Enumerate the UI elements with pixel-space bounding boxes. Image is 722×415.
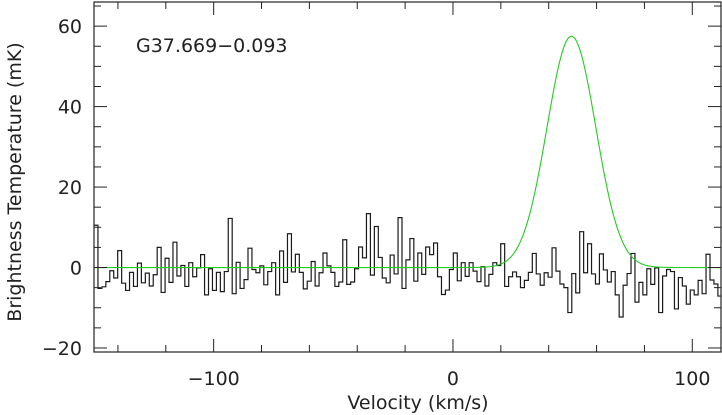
y-axis-label: Brightness Temperature (mK) <box>4 42 26 321</box>
x-axis: −100 0 100 <box>117 2 710 390</box>
x-tick-label: 100 <box>674 368 710 390</box>
x-tick-label: −100 <box>188 368 240 390</box>
y-tick-label: −20 <box>42 338 82 360</box>
y-tick-label: 0 <box>70 258 82 280</box>
gaussian-fit-line <box>94 35 721 269</box>
y-tick-label: 20 <box>58 177 82 199</box>
series-layer <box>94 35 721 318</box>
y-tick-label: 60 <box>58 16 82 38</box>
y-tick-label: 40 <box>58 97 82 119</box>
x-axis-label: Velocity (km/s) <box>347 392 488 414</box>
y-axis: −20 0 20 40 60 <box>42 5 721 360</box>
x-tick-label: 0 <box>447 368 459 390</box>
spectrum-step-line <box>94 213 721 318</box>
plot-frame <box>93 1 722 353</box>
source-name-annotation: G37.669−0.093 <box>136 35 288 57</box>
